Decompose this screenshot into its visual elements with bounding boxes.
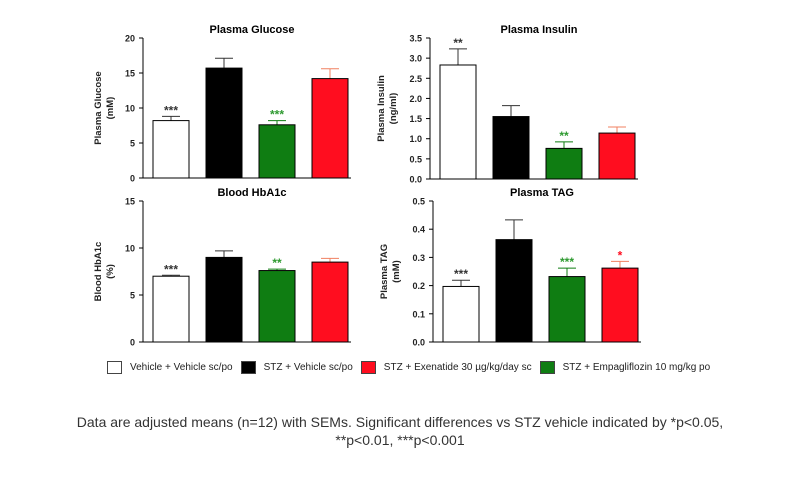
y-axis-label: Plasma Glucose: [93, 71, 104, 144]
legend-swatch: [539, 361, 555, 374]
y-tick-label: 1.0: [409, 134, 422, 144]
y-tick-label: 0: [130, 338, 135, 348]
y-tick-label: 15: [125, 69, 135, 79]
caption-line-2: **p<0.01, ***p<0.001: [335, 432, 465, 448]
caption-line-1: Data are adjusted means (n=12) with SEMs…: [76, 414, 724, 430]
y-tick-label: 10: [125, 244, 135, 254]
y-tick-label: 3.0: [409, 54, 422, 64]
bar: [205, 67, 243, 179]
y-tick-label: 1.5: [409, 114, 422, 124]
significance-label: ***: [270, 108, 284, 122]
bar: [311, 78, 349, 179]
y-tick-label: 0.2: [412, 281, 425, 291]
significance-label: *: [618, 248, 623, 262]
legend-label: STZ + Empagliflozin 10 mg/kg po: [562, 362, 711, 373]
y-tick-label: 0.5: [412, 197, 425, 207]
significance-label: **: [272, 256, 282, 270]
bar: [258, 270, 296, 343]
chart-title: Plasma TAG: [510, 187, 574, 199]
significance-label: **: [453, 36, 463, 50]
legend-swatch: [360, 361, 376, 374]
legend-item-empagliflozin: STZ + Empagliflozin 10 mg/kg po: [539, 361, 711, 374]
bar: [442, 285, 480, 343]
chart-title: Plasma Glucose: [210, 24, 295, 36]
y-tick-label: 0.1: [412, 309, 425, 319]
y-tick-label: 5: [130, 291, 135, 301]
y-tick-label: 5: [130, 139, 135, 149]
legend-swatch: [107, 361, 122, 374]
y-tick-label: 20: [125, 34, 135, 44]
y-axis-label: Plasma TAG: [379, 244, 390, 299]
bar: [495, 239, 533, 343]
bar: [205, 256, 243, 343]
legend-item-stz-vehicle: STZ + Vehicle sc/po: [240, 361, 353, 374]
y-tick-label: 0: [130, 174, 135, 184]
y-tick-label: 3.5: [409, 34, 422, 44]
bar: [311, 261, 349, 343]
bar: [152, 275, 190, 343]
legend-label: STZ + Vehicle sc/po: [263, 362, 353, 373]
caption: Data are adjusted means (n=12) with SEMs…: [0, 413, 800, 449]
y-axis-unit: (mM): [391, 260, 402, 283]
y-tick-label: 0.0: [412, 338, 425, 348]
significance-label: ***: [164, 103, 178, 117]
chart-title: Blood HbA1c: [217, 187, 286, 199]
bar: [439, 64, 477, 180]
legend: Vehicle + Vehicle sc/po STZ + Vehicle sc…: [107, 361, 718, 374]
y-axis-unit: (ng/ml): [388, 93, 399, 125]
y-tick-label: 0.5: [409, 154, 422, 164]
y-tick-label: 2.0: [409, 94, 422, 104]
significance-label: ***: [454, 267, 468, 281]
y-axis-unit: (%): [105, 264, 116, 279]
legend-swatch: [240, 361, 256, 374]
bar: [545, 147, 583, 180]
y-axis-label: Blood HbA1c: [93, 242, 104, 302]
chart-title: Plasma Insulin: [500, 24, 577, 36]
bar: [601, 267, 639, 343]
y-tick-label: 0.4: [412, 225, 425, 235]
bar: [152, 120, 190, 179]
bar: [548, 276, 586, 343]
significance-label: ***: [164, 262, 178, 276]
y-tick-label: 15: [125, 197, 135, 207]
y-tick-label: 0.0: [409, 175, 422, 185]
bar: [258, 124, 296, 179]
bar: [598, 132, 636, 180]
y-axis-unit: (mM): [105, 97, 116, 120]
legend-label: Vehicle + Vehicle sc/po: [130, 362, 233, 373]
legend-label: STZ + Exenatide 30 µg/kg/day sc: [383, 362, 532, 373]
y-axis-label: Plasma Insulin: [376, 75, 387, 142]
legend-item-exenatide: STZ + Exenatide 30 µg/kg/day sc: [360, 361, 532, 374]
legend-item-vehicle: Vehicle + Vehicle sc/po: [107, 361, 233, 374]
significance-label: **: [559, 129, 569, 143]
y-tick-label: 10: [125, 104, 135, 114]
bar: [492, 116, 530, 180]
y-tick-label: 2.5: [409, 74, 422, 84]
significance-label: ***: [560, 255, 574, 269]
y-tick-label: 0.3: [412, 253, 425, 263]
